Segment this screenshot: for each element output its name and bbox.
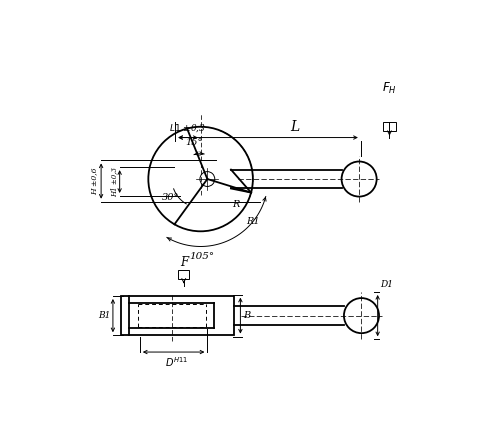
- Bar: [122, 296, 234, 335]
- Text: R1: R1: [246, 217, 260, 226]
- Text: 105°: 105°: [190, 251, 215, 261]
- Text: H ±0,6: H ±0,6: [90, 167, 98, 195]
- Text: L: L: [290, 120, 300, 134]
- Text: $F_H$: $F_H$: [382, 81, 397, 96]
- Text: H1 ±0,3: H1 ±0,3: [110, 166, 118, 197]
- Text: R: R: [232, 200, 240, 209]
- Bar: [383, 122, 396, 131]
- Text: D1: D1: [380, 279, 394, 289]
- Bar: [178, 270, 190, 279]
- Text: B1: B1: [98, 311, 110, 320]
- Text: $D^{H11}$: $D^{H11}$: [166, 355, 188, 369]
- Text: B: B: [243, 311, 250, 320]
- Text: $L1$ ±0,3: $L1$ ±0,3: [170, 123, 206, 134]
- Text: F: F: [180, 256, 188, 269]
- Text: 15°: 15°: [186, 138, 203, 147]
- Text: 30°: 30°: [162, 193, 179, 202]
